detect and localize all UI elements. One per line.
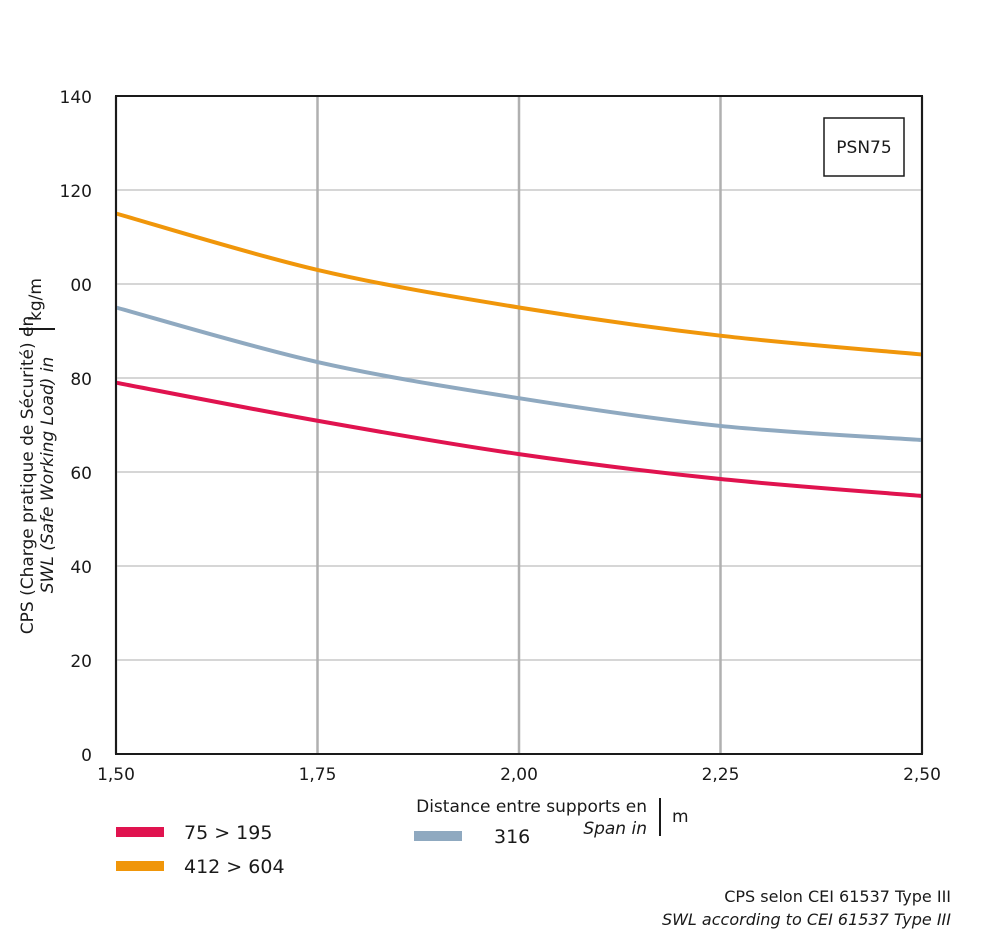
- badge-label: PSN75: [836, 138, 891, 158]
- tick-labels: 0 20 40 60 80 00 120 140 1,50 1,75 2,00 2,25 2,50: [60, 88, 941, 785]
- series-lines: [115, 211, 923, 498]
- legend-label: 75 > 195: [184, 822, 272, 844]
- x-axis-label-line1: Distance entre supports en: [416, 797, 647, 817]
- y-tick-label: 20: [70, 652, 92, 672]
- y-tick-label: 120: [60, 182, 92, 202]
- x-tick-label: 1,75: [299, 765, 337, 785]
- footnote-line2: SWL according to CEI 61537 Type III: [662, 910, 951, 929]
- y-tick-label: 80: [70, 370, 92, 390]
- footnote-line1: CPS selon CEI 61537 Type III: [724, 887, 951, 906]
- y-tick-label: 40: [70, 558, 92, 578]
- y-axis-label-line2: SWL (Safe Working Load) in: [38, 357, 58, 594]
- legend-label: 316: [494, 826, 530, 848]
- x-tick-label: 2,00: [500, 765, 538, 785]
- series-line-1: [115, 211, 923, 357]
- series-line-2: [115, 305, 923, 443]
- legend-label: 412 > 604: [184, 856, 285, 878]
- plot-frame: [115, 95, 923, 755]
- legend-swatch: [414, 831, 462, 841]
- y-axis-unit: kg/m: [26, 278, 46, 321]
- legend-swatch: [116, 827, 164, 837]
- y-tick-label: 00: [70, 276, 92, 296]
- legend-swatch: [116, 861, 164, 871]
- series-line-0: [115, 380, 923, 498]
- x-tick-label: 2,50: [903, 765, 941, 785]
- grid: [114, 95, 924, 755]
- y-tick-label: 140: [60, 88, 92, 108]
- x-axis-unit: m: [672, 807, 689, 827]
- y-axis-label-line1: CPS (Charge pratique de Sécurité) en: [18, 316, 38, 635]
- legend: 75 > 195 412 > 604 316: [116, 822, 530, 878]
- y-tick-label: 0: [81, 746, 92, 766]
- x-tick-label: 2,25: [702, 765, 740, 785]
- y-tick-label: 60: [70, 464, 92, 484]
- badge-box: [823, 117, 905, 177]
- x-tick-label: 1,50: [97, 765, 135, 785]
- x-axis-label-line2: Span in: [583, 819, 647, 839]
